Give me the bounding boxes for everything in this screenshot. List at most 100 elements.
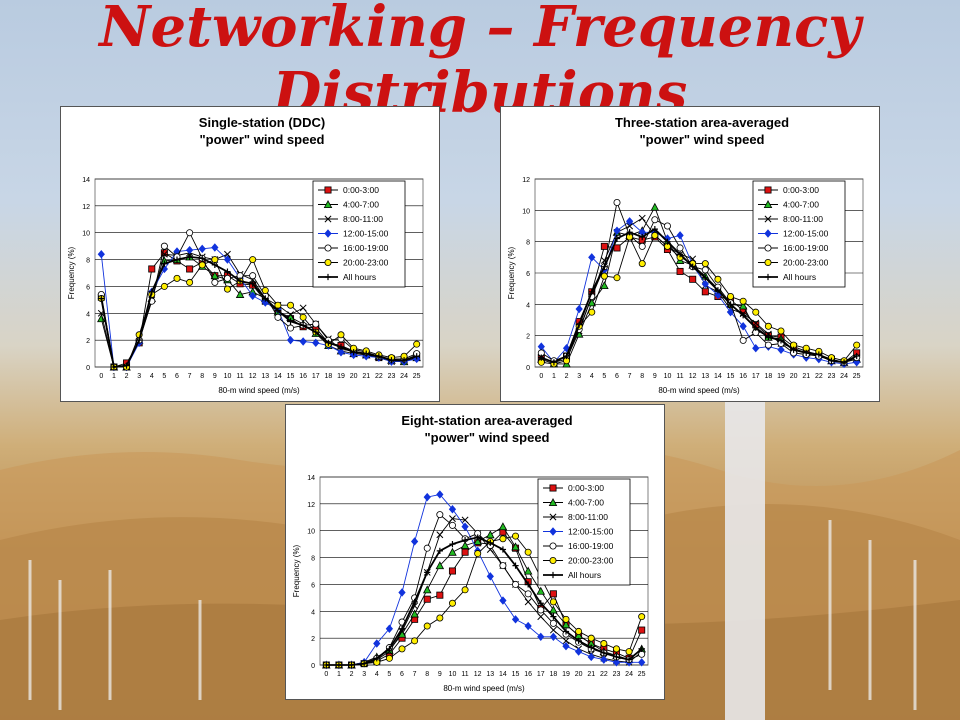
x-tick-label: 19	[337, 373, 345, 380]
x-tick-label: 11	[676, 373, 683, 380]
data-point	[198, 244, 206, 254]
x-tick-label: 5	[162, 373, 166, 380]
y-tick-label: 0	[526, 365, 530, 372]
data-point	[613, 235, 621, 242]
data-point	[337, 331, 345, 339]
data-point	[588, 644, 595, 651]
data-point	[663, 222, 671, 230]
data-point	[549, 632, 558, 642]
x-tick-label: 7	[628, 373, 632, 380]
data-point	[398, 645, 406, 653]
data-point	[600, 281, 609, 290]
data-point	[287, 301, 295, 309]
x-tick-label: 21	[587, 671, 595, 678]
x-tick-label: 7	[413, 671, 417, 678]
x-tick-label: 17	[312, 373, 320, 380]
data-point	[638, 626, 646, 634]
data-point	[312, 320, 320, 328]
data-point	[274, 307, 282, 314]
data-point	[638, 242, 646, 250]
legend-label: 12:00-15:00	[343, 229, 389, 239]
data-point	[435, 561, 445, 570]
data-point	[625, 656, 633, 663]
x-tick-label: 0	[99, 373, 103, 380]
data-point	[512, 562, 519, 569]
legend: 0:00-3:00 4:00-7:00 8:00-11:00 12:00-15:00 1…	[752, 180, 846, 288]
data-point	[512, 580, 520, 588]
legend: 0:00-3:00 4:00-7:00 8:00-11:00 12:00-15:00 1…	[537, 478, 631, 586]
data-point	[223, 285, 231, 293]
data-point	[173, 274, 181, 282]
data-point	[413, 340, 421, 348]
chart-subtitle: "power" wind speed	[639, 132, 764, 147]
data-point	[335, 661, 343, 669]
data-point	[764, 341, 772, 349]
data-point	[587, 652, 595, 662]
x-tick-label: 2	[350, 671, 354, 678]
legend-marker	[323, 200, 333, 208]
legend-label: 8:00-11:00	[343, 214, 383, 224]
data-point	[411, 637, 419, 645]
data-point	[739, 297, 747, 305]
data-point	[249, 280, 256, 287]
data-point	[752, 308, 760, 316]
data-point	[549, 626, 557, 634]
data-point	[676, 251, 684, 258]
data-point	[738, 301, 748, 310]
data-point	[436, 531, 444, 539]
series-plus	[98, 253, 420, 371]
data-point	[638, 613, 646, 621]
data-point	[461, 516, 469, 524]
data-point	[536, 586, 546, 595]
legend-marker	[764, 229, 772, 238]
legend-marker	[324, 244, 332, 252]
data-point	[161, 260, 168, 267]
data-point	[400, 357, 408, 364]
data-point	[160, 249, 168, 257]
data-point	[588, 288, 595, 295]
legend-marker	[549, 571, 557, 579]
data-point	[262, 295, 269, 302]
x-tick-label: 20	[575, 671, 583, 678]
chart-three-station: Three-station area-averaged "power" wind …	[507, 115, 864, 395]
data-point	[625, 217, 634, 226]
y-tick-label: 4	[86, 311, 90, 318]
data-point	[235, 290, 245, 298]
x-tick-label: 25	[853, 373, 861, 380]
data-point	[689, 275, 697, 283]
x-tick-label: 9	[653, 373, 657, 380]
data-point	[550, 613, 557, 620]
y-tick-label: 10	[307, 529, 315, 536]
data-point	[274, 313, 282, 321]
data-point	[261, 286, 269, 294]
data-point	[211, 261, 218, 269]
data-point	[524, 548, 532, 556]
data-point	[423, 492, 431, 502]
data-point	[249, 291, 257, 301]
data-point	[576, 321, 583, 328]
data-point	[638, 260, 646, 268]
data-point	[638, 658, 646, 667]
x-tick-label: 15	[512, 671, 520, 678]
data-point	[537, 613, 545, 621]
data-point	[600, 649, 607, 657]
y-tick-label: 6	[526, 271, 530, 278]
data-point	[312, 328, 319, 336]
data-point	[525, 581, 532, 588]
x-tick-label: 23	[828, 373, 836, 380]
chart-subtitle: "power" wind speed	[424, 430, 549, 445]
data-point	[398, 625, 406, 632]
x-tick-label: 6	[400, 671, 404, 678]
data-point	[664, 238, 671, 245]
data-point	[385, 624, 394, 633]
legend-marker	[324, 273, 332, 281]
legend-label: 8:00-11:00	[783, 214, 823, 224]
series-line	[326, 536, 643, 666]
data-point	[612, 658, 621, 667]
data-point	[650, 202, 660, 211]
data-point	[714, 275, 722, 283]
data-point	[676, 231, 684, 240]
x-tick-label: 5	[387, 671, 391, 678]
data-point	[323, 661, 330, 669]
